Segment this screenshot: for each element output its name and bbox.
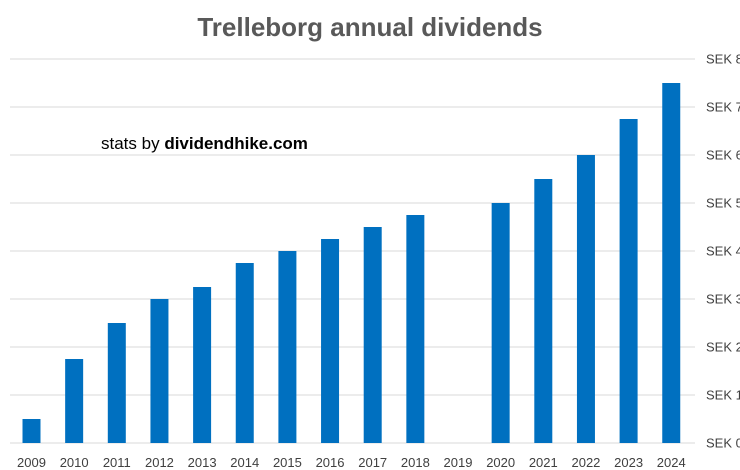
watermark-site: dividendhike.com — [164, 134, 308, 153]
bar-2015 — [278, 251, 297, 443]
x-tick-label: 2019 — [444, 455, 473, 470]
bar-2018 — [406, 215, 425, 443]
x-tick-label: 2017 — [358, 455, 387, 470]
bar-2024 — [662, 83, 681, 443]
y-axis-labels: SEK 0 SEK 1 SEK 2 SEK 3 SEK 4 SEK 5 SEK 6 SEK 7… — [706, 52, 740, 451]
bar-2021 — [534, 179, 553, 443]
x-tick-label: 2023 — [614, 455, 643, 470]
bar-2013 — [193, 287, 212, 443]
y-tick-label: SEK 7 — [706, 100, 740, 115]
bar-2011 — [107, 323, 126, 443]
chart-title: Trelleborg annual dividends — [197, 12, 542, 42]
x-tick-label: 2018 — [401, 455, 430, 470]
bar-2023 — [619, 119, 638, 443]
bar-2010 — [65, 359, 84, 443]
x-tick-label: 2022 — [571, 455, 600, 470]
x-tick-label: 2020 — [486, 455, 515, 470]
bar-2020 — [491, 203, 510, 443]
bar-2009 — [22, 419, 41, 443]
x-tick-label: 2016 — [316, 455, 345, 470]
y-tick-label: SEK 5 — [706, 196, 740, 211]
x-tick-label: 2024 — [657, 455, 686, 470]
watermark-prefix: stats by — [101, 134, 165, 153]
bar-2012 — [150, 299, 169, 443]
y-tick-label: SEK 6 — [706, 148, 740, 163]
y-tick-label: SEK 0 — [706, 436, 740, 451]
x-tick-label: 2009 — [17, 455, 46, 470]
bar-2022 — [576, 155, 595, 443]
x-tick-label: 2010 — [60, 455, 89, 470]
y-tick-label: SEK 1 — [706, 388, 740, 403]
x-axis-labels: 2009 2010 2011 2012 2013 2014 2015 2016 2017 2018… — [17, 455, 686, 470]
x-tick-label: 2021 — [529, 455, 558, 470]
y-tick-label: SEK 8 — [706, 52, 740, 67]
y-tick-label: SEK 4 — [706, 244, 740, 259]
x-tick-label: 2014 — [230, 455, 259, 470]
bar-2017 — [363, 227, 382, 443]
y-tick-label: SEK 2 — [706, 340, 740, 355]
x-tick-label: 2011 — [103, 455, 131, 470]
x-tick-label: 2013 — [188, 455, 217, 470]
bars — [22, 83, 681, 443]
watermark-text: stats by dividendhike.com — [101, 134, 308, 154]
x-tick-label: 2012 — [145, 455, 174, 470]
bar-2016 — [321, 239, 340, 443]
x-tick-label: 2015 — [273, 455, 302, 470]
y-tick-label: SEK 3 — [706, 292, 740, 307]
bar-2014 — [235, 263, 254, 443]
